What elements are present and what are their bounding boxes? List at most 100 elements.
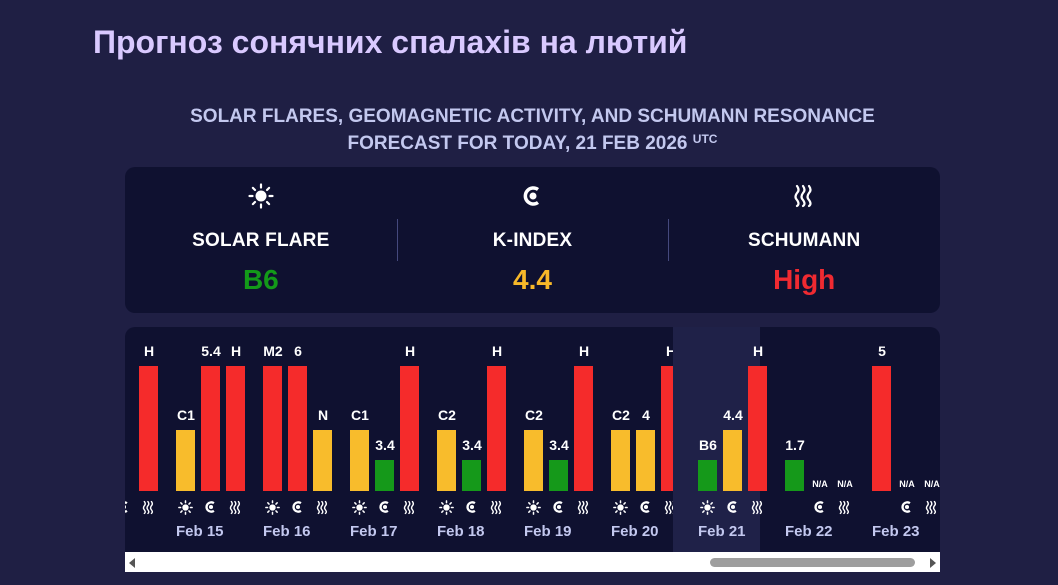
bar-value-label: H [578,343,590,359]
bar-value-label: N/A [812,479,828,489]
bar-value-label: N/A [899,479,915,489]
solar-flare-bar [872,366,891,491]
bar-value-label: 5.4 [201,343,221,359]
summary-k-index: K-INDEX 4.4 [396,167,669,313]
bar-value-label: C2 [612,407,630,423]
k-index-bar [201,366,220,491]
schumann-bar [313,430,332,491]
waves-icon [835,499,854,515]
sun-icon [248,183,274,209]
day-date-label: Feb 16 [263,523,311,540]
sun-icon [176,499,195,515]
waves-icon [400,499,419,515]
bar-value-label: H [230,343,242,359]
k-index-bar [636,430,655,491]
k-index-bar [462,460,481,491]
day-date-label: Feb 17 [350,523,398,540]
today-summary-panel: SOLAR FLARE B6 K-INDEX 4.4 SCHUMANN High [125,167,940,313]
magnet-icon [125,499,133,515]
day-column: M2 6 N Feb 16 [238,327,332,552]
waves-icon [793,184,815,208]
magnet-icon [201,499,220,515]
day-date-label: Feb 21 [698,523,746,540]
solar-flare-bar [176,430,195,491]
k-index-bar [288,366,307,491]
magnet-icon [810,499,829,515]
bar-value-label: C1 [177,407,195,423]
bar-value-label: B6 [699,437,717,453]
day-date-label: Feb 18 [437,523,485,540]
sun-icon [524,499,543,515]
bar-value-label: H [143,343,155,359]
scroll-thumb[interactable] [710,558,915,567]
day-date-label: Feb 20 [611,523,659,540]
summary-value: B6 [242,264,279,295]
bar-value-label: 5 [878,343,886,359]
bar-value-label: 3.4 [375,437,395,453]
magnet-icon [375,499,394,515]
solar-flare-bar [437,430,456,491]
bar-value-label: 4.4 [723,407,743,423]
solar-flare-bar [524,430,543,491]
day-date-label: Feb 23 [872,523,920,540]
summary-label: SCHUMANN [747,230,861,251]
bar-value-label: C1 [351,407,369,423]
bar-value-label: H [752,343,764,359]
sun-icon [350,499,369,515]
waves-icon [226,499,245,515]
page-title: Прогноз сонячних спалахів на лютий [93,24,688,60]
magnet-icon [636,499,655,515]
k-index-bar [549,460,568,491]
scroll-right-arrow-icon[interactable] [930,558,936,568]
bar-value-label: 3.4 [462,437,482,453]
waves-icon [922,499,940,515]
magnet-icon [521,184,545,208]
solar-flare-bar [785,460,804,491]
waves-icon [748,499,767,515]
bar-value-label: N/A [837,479,853,489]
day-column: 1.7 N/A N/A Feb 22 [760,327,853,552]
summary-label: SOLAR FLARE [192,230,330,251]
scroll-left-arrow-icon[interactable] [129,558,135,568]
schumann-bar [748,366,767,491]
sun-icon [437,499,456,515]
schumann-bar [226,366,245,491]
horizontal-scrollbar[interactable] [125,552,940,572]
day-column: C1 3.4 H Feb 17 [325,327,419,552]
day-date-label: Feb 15 [176,523,224,540]
solar-flare-bar [611,430,630,491]
schumann-bar [139,366,158,491]
k-index-bar [723,430,742,491]
magnet-icon [723,499,742,515]
magnet-icon [288,499,307,515]
schumann-bar [400,366,419,491]
bar-value-label: H [491,343,503,359]
bar-value-label: H [404,343,416,359]
waves-icon [313,499,332,515]
subtitle-date: FORECAST FOR TODAY, 21 FEB 2026 [347,133,688,154]
summary-label: K-INDEX [492,230,573,251]
day-column: C2 4 H Feb 20 [586,327,680,552]
bar-value-label: 1.7 [785,437,805,453]
sun-icon [611,499,630,515]
solar-flare-bar [350,430,369,491]
k-index-bar [375,460,394,491]
magnet-icon [462,499,481,515]
solar-flare-bar [263,366,282,491]
day-date-label: Feb 19 [524,523,572,540]
bar-value-label: C2 [438,407,456,423]
sun-icon [263,499,282,515]
day-column: C2 3.4 H Feb 19 [499,327,593,552]
bar-value-label: 4 [642,407,650,423]
summary-solar-flare: SOLAR FLARE B6 [125,167,397,313]
daily-forecast-panel[interactable]: H C1 5.4 H Feb 15 M2 6 N Feb 16 C1 3.4 H Feb 17 C2 3.4… [125,327,940,552]
bar-value-label: N [317,407,329,423]
day-date-label: Feb 22 [785,523,833,540]
day-column: 5 N/A N/A Feb 23 [847,327,940,552]
summary-value: High [773,264,836,295]
waves-icon [574,499,593,515]
schumann-bar [574,366,593,491]
utc-superscript: UTC [692,132,718,146]
bar-value-label: H [665,343,677,359]
sun-icon [698,499,717,515]
